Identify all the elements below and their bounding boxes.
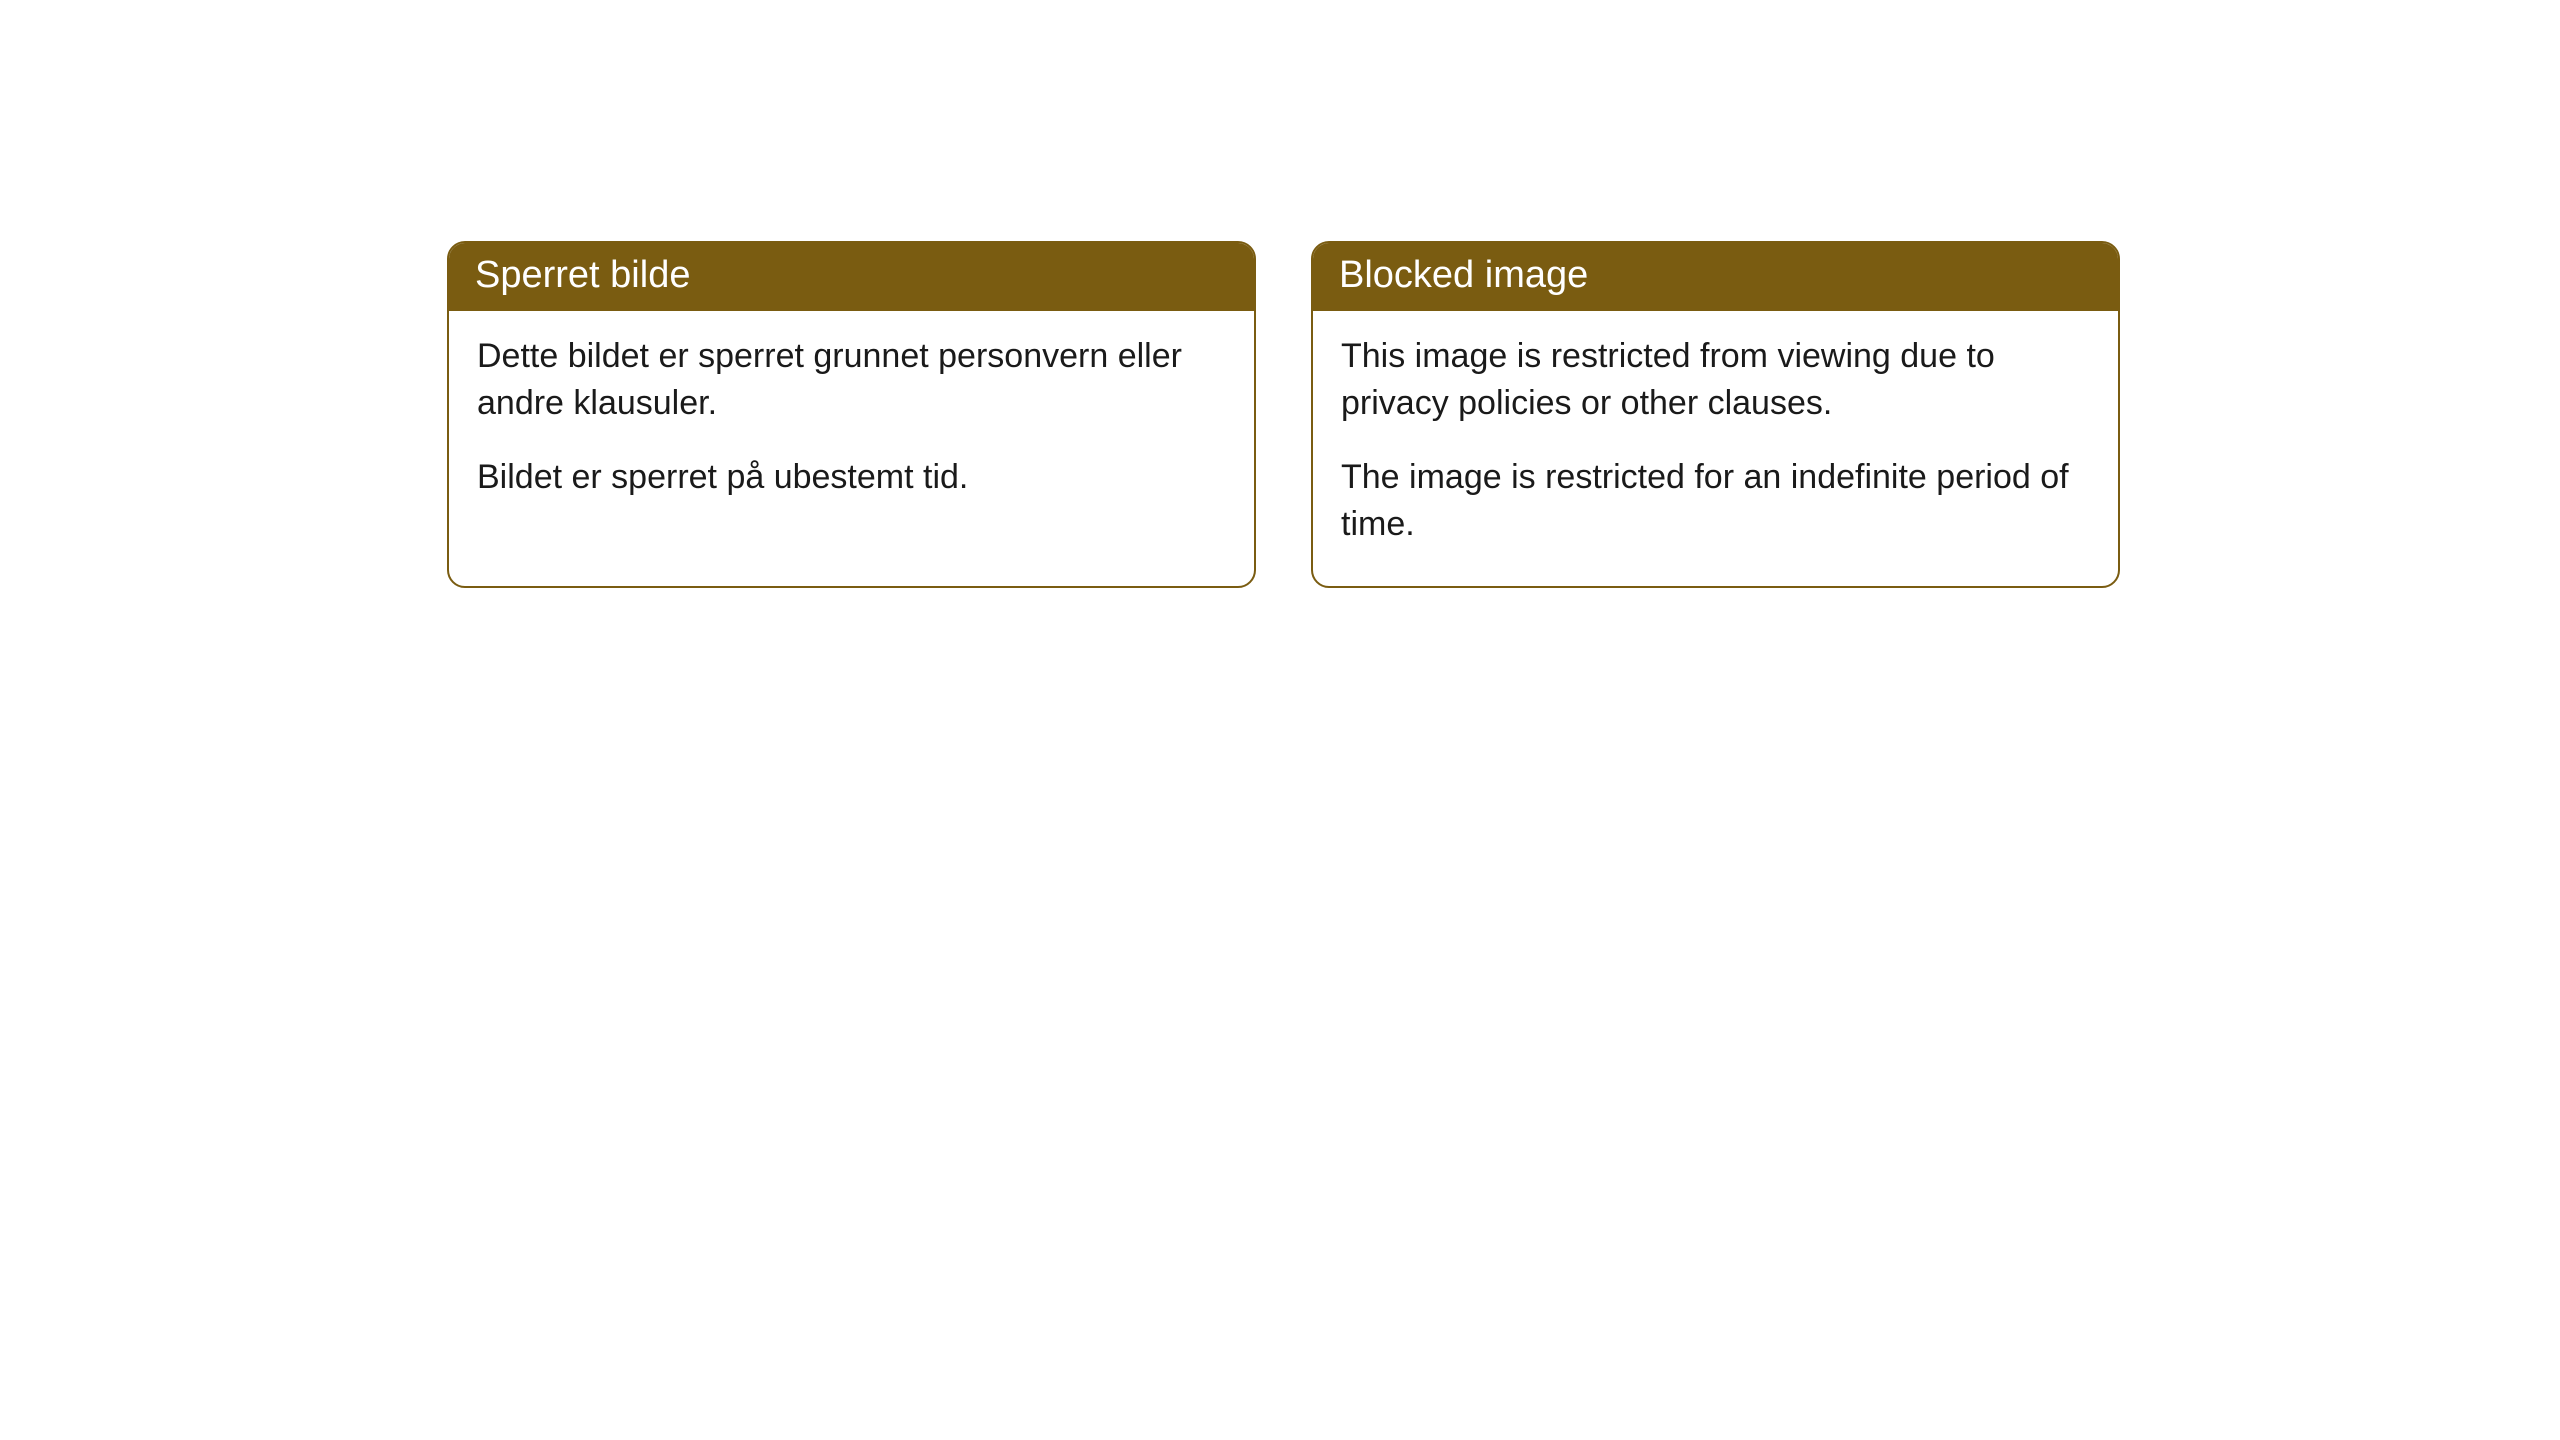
card-body-english: This image is restricted from viewing du… [1313, 311, 2118, 587]
cards-container: Sperret bilde Dette bildet er sperret gr… [447, 241, 2120, 588]
card-norwegian: Sperret bilde Dette bildet er sperret gr… [447, 241, 1256, 588]
card-english: Blocked image This image is restricted f… [1311, 241, 2120, 588]
card-header-english: Blocked image [1313, 243, 2118, 311]
card-paragraph-2-en: The image is restricted for an indefinit… [1341, 454, 2090, 548]
card-paragraph-1-en: This image is restricted from viewing du… [1341, 333, 2090, 427]
card-paragraph-2-no: Bildet er sperret på ubestemt tid. [477, 454, 1226, 501]
card-paragraph-1-no: Dette bildet er sperret grunnet personve… [477, 333, 1226, 427]
card-header-norwegian: Sperret bilde [449, 243, 1254, 311]
card-body-norwegian: Dette bildet er sperret grunnet personve… [449, 311, 1254, 540]
